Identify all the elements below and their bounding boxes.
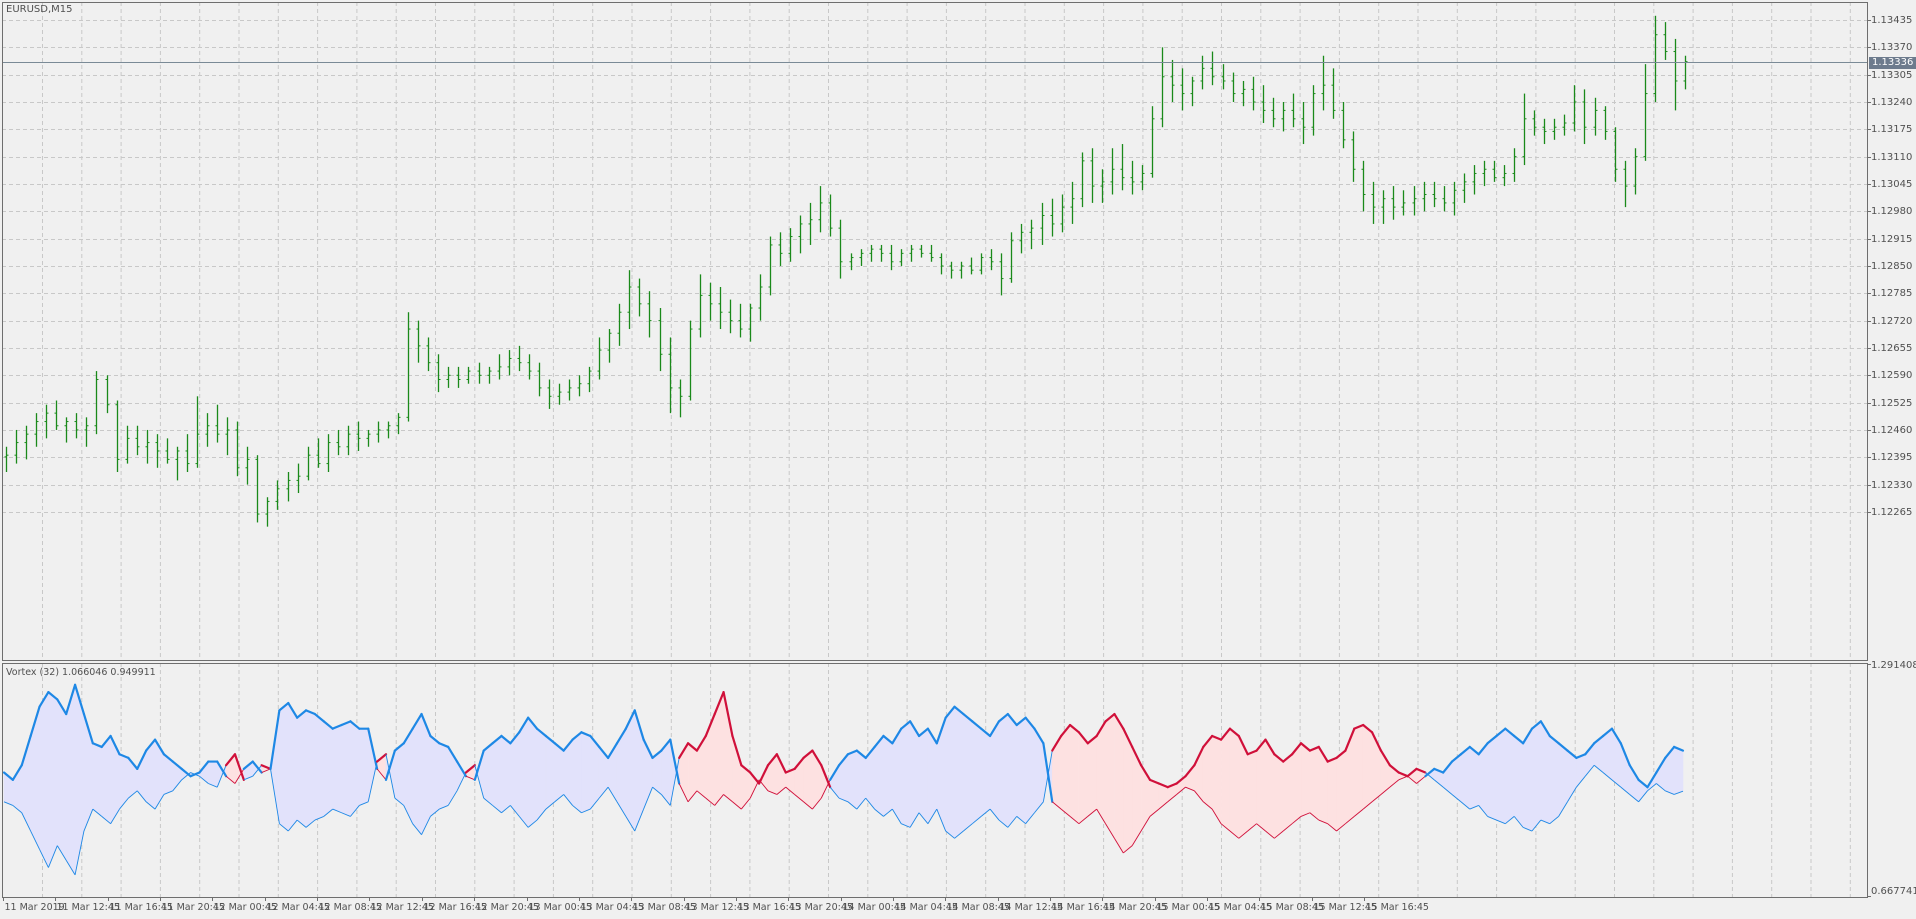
symbol-title: EURUSD,M15 <box>6 4 73 15</box>
price-tick-label: 1.12720 <box>1871 315 1913 327</box>
time-tick-label: 13 Mar 04:45 <box>580 902 644 913</box>
price-tick-label: 1.12785 <box>1871 287 1913 299</box>
time-tick-label: 11 Mar 20:45 <box>161 902 225 913</box>
price-tick-label: 1.13240 <box>1871 96 1913 108</box>
time-tick-label: 12 Mar 12:45 <box>370 902 434 913</box>
time-tick-label: 13 Mar 20:45 <box>789 902 853 913</box>
price-tick-label: 1.13305 <box>1871 69 1913 81</box>
time-tick-label: 14 Mar 04:45 <box>894 902 958 913</box>
price-tick-label: 1.12395 <box>1871 451 1913 463</box>
price-tick-label: 1.12525 <box>1871 397 1913 409</box>
price-tick-label: 1.12460 <box>1871 424 1913 436</box>
indicator-axis-min: 0.667741 <box>1871 886 1916 897</box>
price-tick-label: 1.13110 <box>1871 151 1913 163</box>
time-tick-label: 14 Mar 00:45 <box>842 902 906 913</box>
time-tick-label: 15 Mar 00:45 <box>1156 902 1220 913</box>
price-tick-label: 1.12330 <box>1871 479 1913 491</box>
time-tick-label: 11 Mar 16:45 <box>109 902 173 913</box>
time-tick-label: 14 Mar 20:45 <box>1103 902 1167 913</box>
time-tick-label: 14 Mar 12:45 <box>999 902 1063 913</box>
price-tick-label: 1.13435 <box>1871 14 1913 26</box>
price-tick-label: 1.12655 <box>1871 342 1913 354</box>
price-tick-label: 1.12850 <box>1871 260 1913 272</box>
time-tick-label: 11 Mar 12:45 <box>56 902 120 913</box>
time-tick-label: 12 Mar 04:45 <box>266 902 330 913</box>
time-tick-label: 15 Mar 08:45 <box>1260 902 1324 913</box>
price-tick-label: 1.13370 <box>1871 41 1913 53</box>
price-tick-label: 1.12980 <box>1871 205 1913 217</box>
price-tick-label: 1.12915 <box>1871 233 1913 245</box>
axis-ticks <box>3 20 1871 901</box>
time-tick-label: 11 Mar 2019 <box>4 902 65 913</box>
time-tick-label: 13 Mar 12:45 <box>685 902 749 913</box>
time-tick-label: 15 Mar 12:45 <box>1313 902 1377 913</box>
time-tick-label: 12 Mar 20:45 <box>475 902 539 913</box>
current-price-label: 1.13336 <box>1869 56 1916 69</box>
time-tick-label: 15 Mar 16:45 <box>1365 902 1429 913</box>
time-tick-label: 14 Mar 08:45 <box>946 902 1010 913</box>
price-tick-label: 1.12590 <box>1871 369 1913 381</box>
main-grid <box>2 2 1867 660</box>
indicator-title: Vortex (32) 1.066046 0.949911 <box>6 667 156 678</box>
time-tick-label: 14 Mar 16:45 <box>1051 902 1115 913</box>
price-tick-label: 1.13175 <box>1871 123 1913 135</box>
price-tick-label: 1.12265 <box>1871 506 1913 518</box>
vortex-fill <box>3 684 1684 876</box>
vortex-lines <box>2 683 1685 876</box>
time-tick-label: 15 Mar 04:45 <box>1208 902 1272 913</box>
time-tick-label: 12 Mar 16:45 <box>423 902 487 913</box>
price-bars <box>4 15 1688 527</box>
indicator-axis-max: 1.291408 <box>1871 660 1916 671</box>
time-tick-label: 12 Mar 08:45 <box>318 902 382 913</box>
chart-frames <box>2 2 1868 898</box>
time-tick-label: 12 Mar 00:45 <box>213 902 277 913</box>
time-tick-label: 13 Mar 16:45 <box>737 902 801 913</box>
price-tick-label: 1.13045 <box>1871 178 1913 190</box>
time-tick-label: 13 Mar 08:45 <box>632 902 696 913</box>
time-tick-label: 13 Mar 00:45 <box>528 902 592 913</box>
